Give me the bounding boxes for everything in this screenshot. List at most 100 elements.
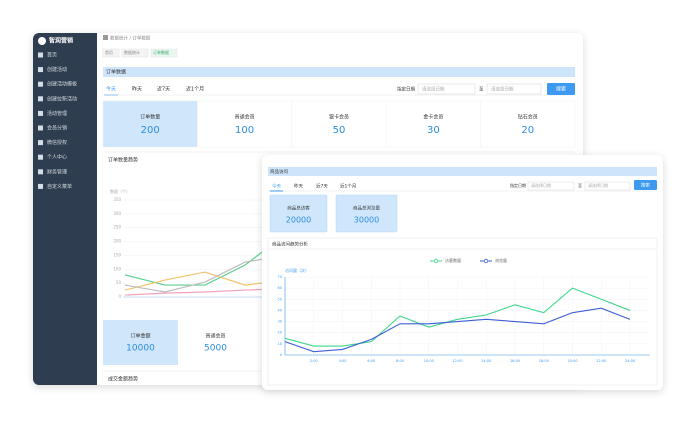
y-tick-label: 250 [113,225,121,230]
stat-card [291,100,387,148]
sidebar [33,33,97,385]
menu-item[interactable]: 财务管理 [47,168,67,175]
y-tick-label: 200 [113,239,121,244]
x-tick-label: 18:00 [539,359,549,363]
stat-label: 银卡会员 [329,114,349,121]
y-tick-label: 300 [113,211,121,216]
menu-item[interactable]: 微信授权 [47,139,67,146]
date-input[interactable] [527,181,575,191]
filter-tab[interactable]: 昨天 [132,86,142,93]
stat-card [197,100,293,148]
legend-label: 浏览量 [495,257,507,263]
y-tick-label: 100 [113,266,121,271]
stat-value: 5000 [204,344,227,354]
filter-tab[interactable]: 近1个月 [340,183,356,190]
search-label: 搜索 [556,86,566,93]
stat-label: 订单金额 [130,333,150,340]
date-placeholder: 请选择日期 [531,182,551,188]
sidebar-edge [90,33,97,385]
stat-value: 100 [235,125,254,136]
x-tick-label: 22:00 [596,359,606,363]
menu-item[interactable]: 个人中心 [47,154,67,161]
tab-label: 数据统计 [124,49,140,55]
x-tick-label: 24:00 [625,359,635,363]
date-label: 指定日期 [397,86,415,93]
menu-item[interactable]: 创建拉新活动 [47,95,77,102]
stat-label: 钻石会员 [518,114,538,121]
menu-icon [38,140,43,146]
tab[interactable] [102,48,120,58]
tab[interactable] [150,48,178,58]
y-tick-label: 30 [278,320,282,324]
stat-value: 200 [141,125,160,136]
menu-icon [38,154,43,160]
stat-card [102,100,198,148]
menu-icon [38,169,43,175]
title-bar [268,167,657,176]
chart-title: 商品访问趋势分析 [272,241,308,248]
x-tick-label: 10:00 [424,359,434,363]
section-bar [103,67,575,77]
date-sep: 至 [578,183,582,188]
menu-item[interactable]: 创建活动 [47,66,67,73]
search-label: 搜索 [641,182,650,189]
y-axis-label: 访问量（次） [285,267,309,273]
y-tick-label: 40 [278,308,282,312]
chart-title: 成交金额趋势 [108,376,138,383]
stat-label: 商品总访客 [287,205,310,212]
stat-value: 10000 [126,344,155,354]
date-input[interactable] [584,181,631,191]
x-tick-label: 12:00 [452,359,462,363]
menu-item[interactable]: 首页 [47,52,57,59]
date-input[interactable] [417,83,476,95]
stat-label: 普通会员 [235,114,255,121]
x-tick-label: 8:00 [396,359,404,363]
y-tick-label: 70 [278,275,282,279]
filter-tab[interactable]: 今天 [106,86,116,93]
x-tick-label: 6:00 [367,359,375,363]
date-sep: 至 [479,87,484,93]
menu-item[interactable]: 创建活动模板 [47,81,77,88]
tab-label: 首页 [105,49,113,55]
search-button[interactable] [547,83,575,95]
stat-card [335,194,398,233]
legend-label: 访客数量 [445,257,461,263]
y-tick-label: 50 [278,297,282,301]
filter-tab[interactable]: 今天 [272,183,281,190]
search-button[interactable] [634,180,657,190]
menu-item[interactable]: 活动管理 [47,110,67,117]
stat-value: 50 [333,125,346,136]
window-title: 商品访问 [270,168,288,175]
breadcrumb: 数据统计 / 订单数据 [110,35,151,42]
tab[interactable] [121,48,149,58]
x-tick-label: 20:00 [567,359,577,363]
x-tick-label: 2:00 [310,359,318,363]
stat-card [103,320,178,365]
chart-box [267,237,658,386]
y-tick-label: 20 [278,331,282,335]
menu-item[interactable]: 会员分销 [47,125,67,132]
series-line [284,307,631,353]
stat-label: 商品总浏览量 [353,205,380,212]
menu-item[interactable]: 自定义菜单 [47,183,72,190]
breadcrumb-icon [103,35,108,40]
filter-tab[interactable]: 昨天 [294,183,303,190]
menu-icon [38,110,43,116]
date-input[interactable] [486,83,542,95]
menu-icon [38,96,43,102]
y-tick-label: 50 [116,280,122,285]
y-tick-label: 350 [113,197,121,202]
date-placeholder: 请选择日期 [422,86,445,93]
filter-tab[interactable]: 近7天 [157,86,170,93]
filter-tab[interactable]: 近1个月 [186,86,204,93]
menu-icon [38,52,43,58]
series-line [284,287,631,347]
y-tick-label: 0 [118,294,121,299]
y-tick-label: 60 [278,286,282,290]
filter-tab[interactable]: 近7天 [316,183,328,190]
stat-card [480,100,576,148]
stat-label: 金卡会员 [423,114,443,121]
logo: 智润营销 [49,37,73,45]
stat-value: 20 [521,125,534,136]
menu-icon [38,125,43,131]
